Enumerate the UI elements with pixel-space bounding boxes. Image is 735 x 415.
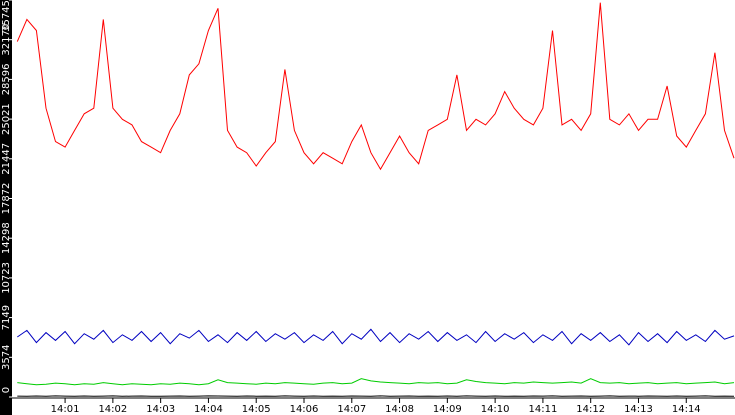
x-tick-label: 14:10 — [481, 404, 510, 415]
y-tick-label: 25021 — [1, 103, 12, 135]
x-tick-label: 14:09 — [433, 404, 462, 415]
x-tick-label: 14:12 — [576, 404, 605, 415]
x-tick-label: 14:05 — [242, 404, 271, 415]
x-tick-label: 14:03 — [146, 404, 175, 415]
y-tick-label: 28596 — [1, 63, 12, 95]
y-tick-label: 32170 — [1, 24, 12, 56]
series-line — [17, 328, 735, 346]
y-tick-label: 35745 — [1, 0, 12, 32]
y-tick-label: 21447 — [1, 143, 12, 175]
y-tick-label: 14298 — [1, 222, 12, 254]
x-tick-label: 14:13 — [624, 404, 653, 415]
y-tick-label: 7149 — [1, 305, 12, 330]
x-tick-label: 14:11 — [528, 404, 557, 415]
x-tick-label: 14:02 — [98, 404, 127, 415]
y-tick-label: 0 — [1, 387, 12, 393]
x-tick-label: 14:07 — [337, 404, 366, 415]
x-tick-label: 14:01 — [51, 404, 80, 415]
x-tick-label: 14:04 — [194, 404, 223, 415]
y-axis-bar — [0, 0, 12, 415]
series-line — [16, 2, 735, 171]
x-tick-label: 14:08 — [385, 404, 414, 415]
y-tick-label: 10723 — [1, 262, 12, 294]
x-tick-label: 14:06 — [290, 404, 319, 415]
x-tick-label: 14:14 — [672, 404, 701, 415]
y-tick-label: 3574 — [1, 345, 12, 370]
y-tick-label: 17872 — [1, 183, 12, 215]
series-line — [17, 378, 735, 386]
